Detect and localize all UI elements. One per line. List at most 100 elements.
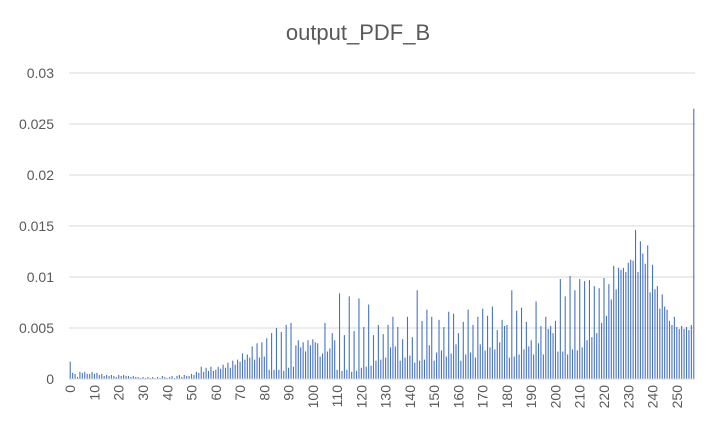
x-tick-label: 130 (378, 385, 394, 409)
bar (81, 372, 83, 379)
x-tick-label: 100 (305, 385, 321, 409)
bar (479, 344, 481, 379)
bar (414, 362, 416, 379)
bar (137, 376, 139, 379)
bar (503, 325, 506, 379)
bar (346, 369, 348, 379)
bar (317, 343, 319, 379)
bar (668, 320, 671, 379)
bar (256, 343, 258, 379)
bar (579, 279, 581, 379)
bar (557, 351, 559, 379)
bar (380, 359, 382, 379)
bar (275, 328, 277, 379)
bar (98, 374, 100, 379)
bar (470, 352, 472, 379)
bar (84, 371, 86, 379)
bar (596, 333, 598, 379)
bar (455, 344, 457, 379)
bar (125, 375, 127, 379)
bar (399, 360, 401, 379)
bar (348, 296, 350, 379)
bar (550, 325, 552, 379)
x-tick-label: 70 (232, 385, 248, 401)
bar (118, 374, 120, 379)
bar (423, 359, 426, 379)
bar (576, 350, 578, 379)
bar (465, 354, 467, 379)
bar (416, 290, 418, 379)
bar (159, 377, 161, 379)
bar (436, 352, 438, 379)
x-tick-label: 180 (499, 385, 515, 409)
bar (613, 265, 615, 379)
bar (406, 316, 409, 379)
bar (297, 340, 299, 379)
bar (402, 339, 404, 379)
bar (295, 345, 297, 379)
bar (409, 355, 411, 379)
bar (598, 288, 600, 379)
bar (453, 313, 455, 379)
bar (93, 373, 96, 379)
bar (74, 373, 76, 379)
bar (341, 370, 343, 379)
bar (86, 373, 88, 379)
bar (79, 371, 81, 379)
bar (96, 372, 98, 379)
bar (620, 269, 622, 379)
bar (559, 279, 561, 379)
gridlines (69, 72, 695, 329)
bar (438, 319, 440, 379)
bar (523, 349, 525, 379)
bar (445, 356, 447, 379)
bar (372, 335, 375, 379)
x-tick-label: 220 (596, 385, 612, 409)
bar (249, 357, 251, 379)
x-tick-label: 80 (256, 385, 272, 401)
bar (343, 335, 345, 379)
x-tick-label: 240 (645, 385, 661, 409)
y-tick-label: 0.03 (27, 65, 54, 81)
bar (421, 320, 423, 379)
bar (212, 370, 214, 379)
y-tick-label: 0 (46, 371, 54, 387)
bar (489, 347, 491, 379)
bar (237, 359, 239, 379)
bar (591, 337, 593, 379)
bar (258, 357, 261, 379)
y-tick-label: 0.01 (27, 269, 54, 285)
bar (377, 324, 379, 379)
bar (101, 373, 103, 379)
bar (370, 365, 372, 379)
bar (537, 343, 540, 379)
bar (627, 262, 629, 379)
bar (312, 339, 314, 379)
bar (608, 284, 610, 379)
bar (547, 329, 549, 379)
bar (487, 315, 489, 379)
bar (106, 374, 108, 379)
bar (499, 342, 501, 379)
bar (656, 286, 658, 379)
y-tick-label: 0.02 (27, 167, 54, 183)
bar (127, 375, 129, 379)
bar (419, 360, 421, 379)
bar (389, 347, 392, 379)
bar (115, 376, 117, 379)
bar (123, 374, 125, 379)
bar (193, 374, 195, 379)
bar (72, 372, 74, 379)
bar (685, 326, 688, 379)
bar (198, 372, 200, 379)
bar (154, 377, 156, 379)
bar (183, 374, 185, 379)
bar (474, 357, 476, 379)
bar (404, 357, 406, 379)
bar (472, 324, 474, 379)
bar (268, 369, 270, 379)
bar (220, 368, 222, 379)
bar (659, 308, 661, 379)
bar (397, 326, 399, 379)
x-tick-label: 160 (450, 385, 466, 409)
